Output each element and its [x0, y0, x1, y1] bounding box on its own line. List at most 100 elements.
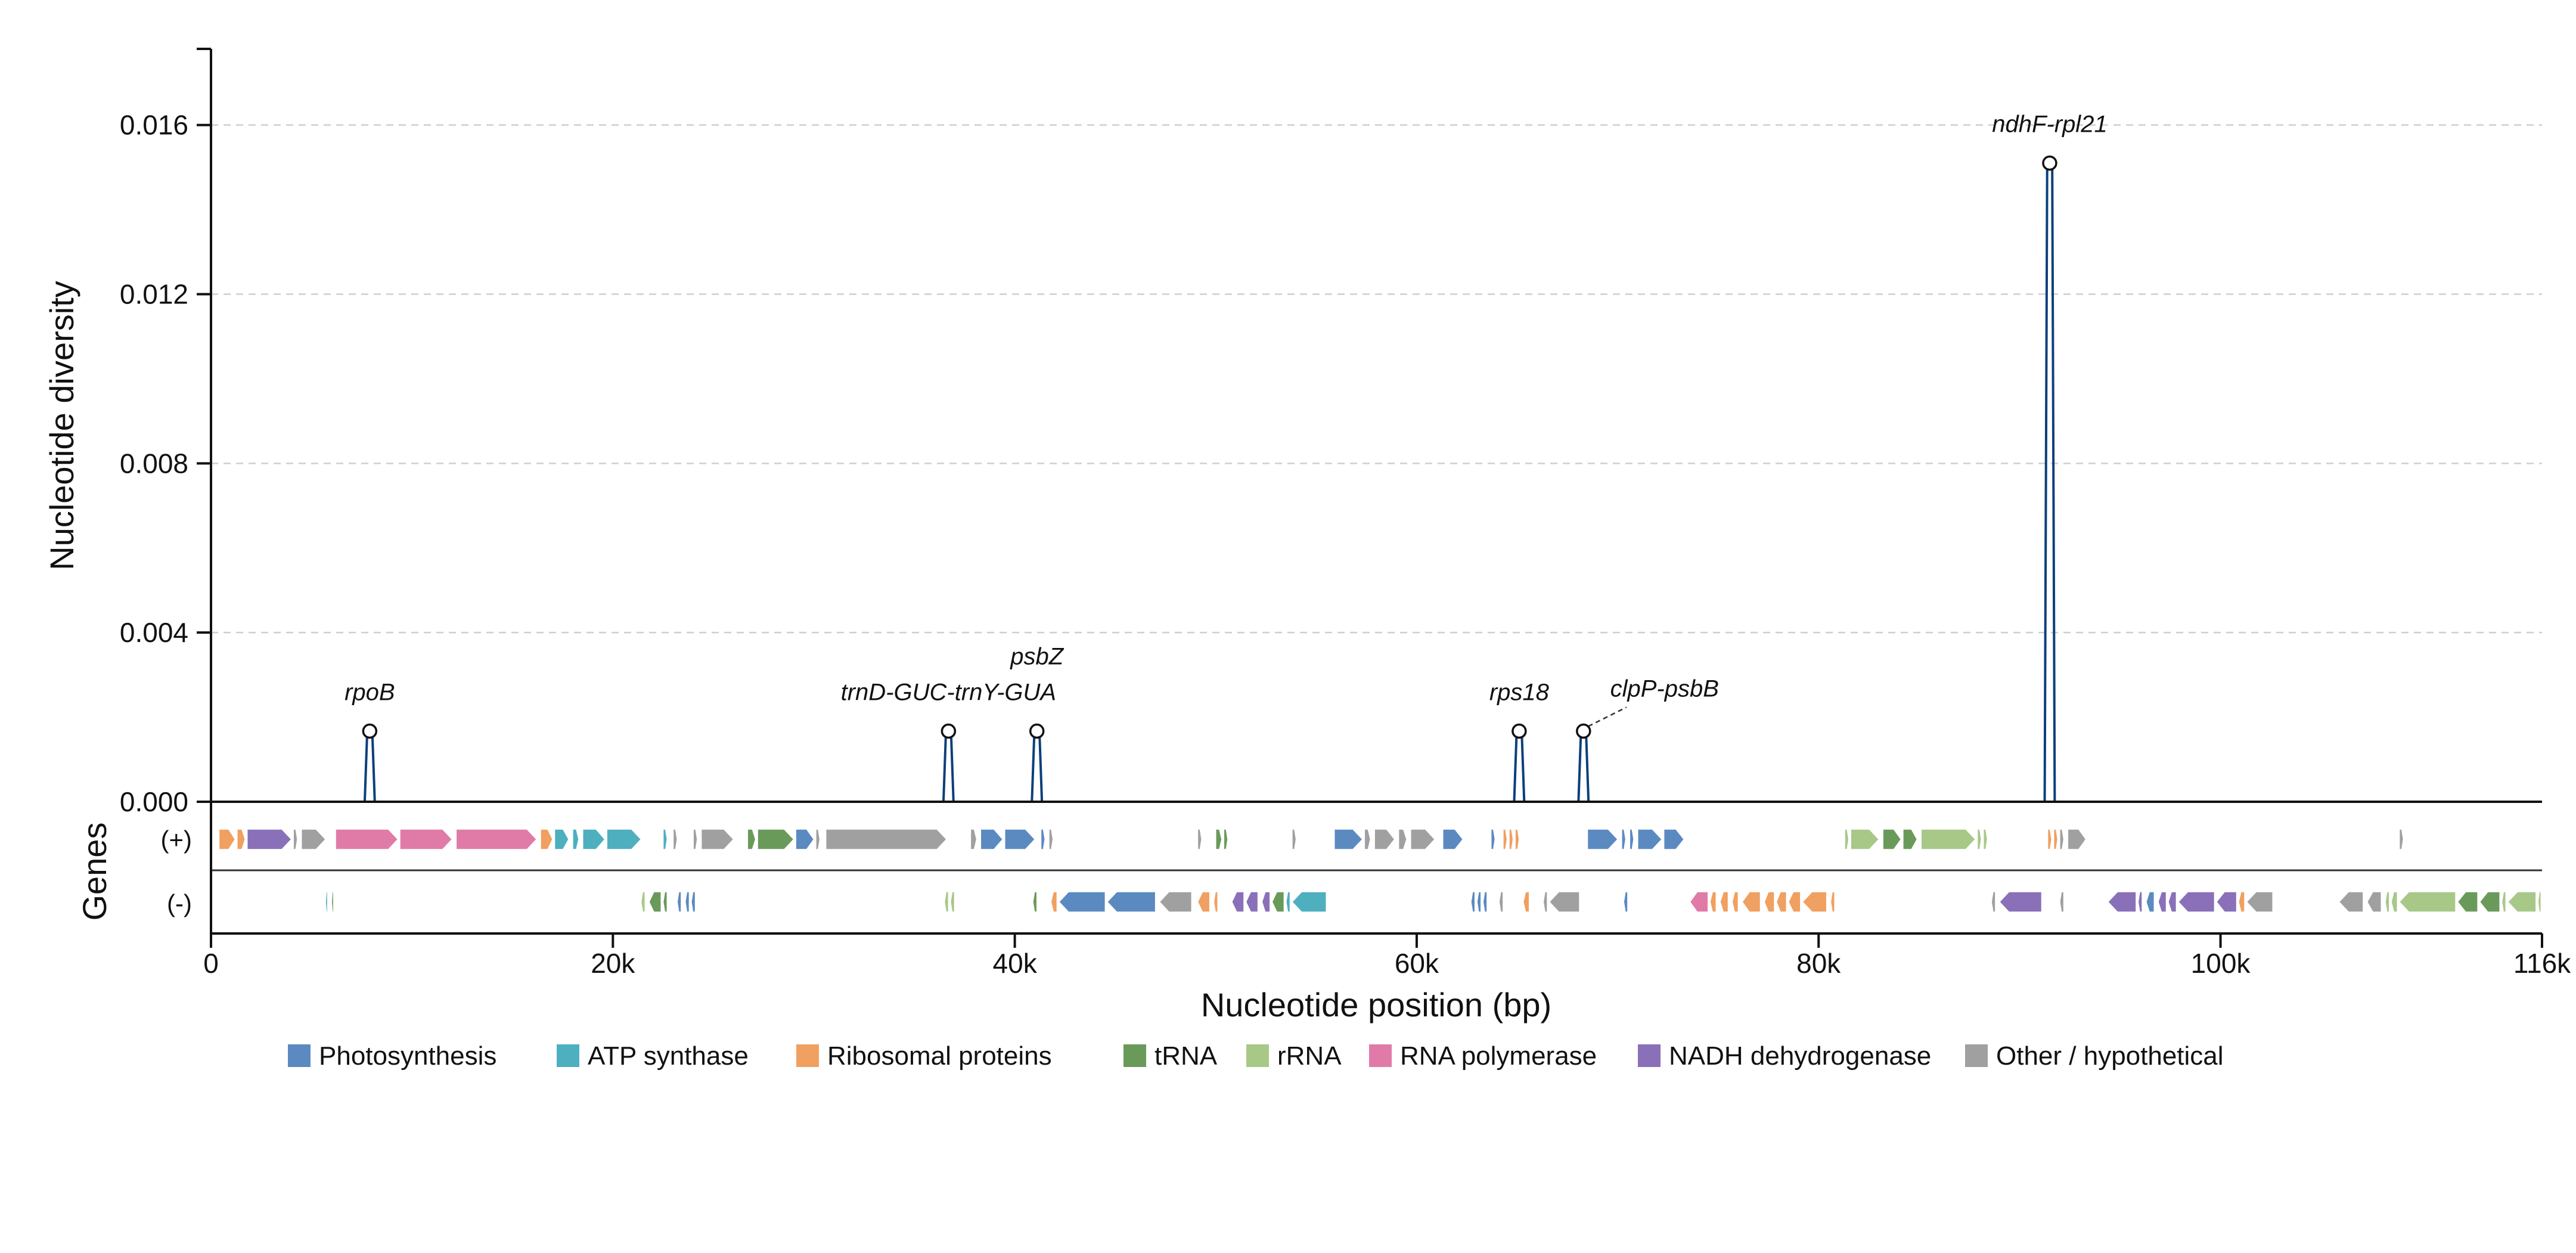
- gene-block: [1106, 891, 1156, 913]
- gene-block: [1543, 891, 1548, 913]
- gene-block: [606, 829, 642, 850]
- gene-block: [1476, 891, 1482, 913]
- gene-block: [1920, 829, 1976, 850]
- gene-block: [1364, 829, 1371, 850]
- gene-block: [1261, 891, 1271, 913]
- gene-block: [1197, 891, 1211, 913]
- gene-block: [2059, 891, 2065, 913]
- gene-block: [747, 829, 756, 850]
- peak-label: psbZ: [1010, 644, 1064, 670]
- peak-label: rps18: [1489, 680, 1550, 706]
- gene-block: [1629, 829, 1634, 850]
- gene-block: [1976, 829, 1982, 850]
- gene-block: [1197, 829, 1202, 850]
- gene-block: [1637, 829, 1663, 850]
- gene-block: [1764, 891, 1775, 913]
- legend-label: Ribosomal proteins: [827, 1041, 1052, 1071]
- legend-swatch: [1123, 1044, 1146, 1067]
- gene-block: [2137, 891, 2143, 913]
- diversity-plot: rpoB trnD-GUC-trnY-GUA psbZ rps18 clpP-psbB n…: [211, 111, 2542, 803]
- gene-block: [1245, 891, 1259, 913]
- gene-block: [1442, 829, 1464, 850]
- gene-block: [1787, 891, 1801, 913]
- gene-block: [554, 829, 569, 850]
- gene-block: [1490, 829, 1496, 850]
- gene-block: [2501, 891, 2507, 913]
- gene-block: [237, 829, 246, 850]
- gene-block: [218, 829, 236, 850]
- gene-block: [331, 891, 334, 913]
- gene-block: [1776, 891, 1787, 913]
- gene-block: [2177, 891, 2215, 913]
- gene-block: [815, 829, 821, 850]
- gene-block: [2366, 891, 2382, 913]
- gene-block: [399, 829, 453, 850]
- peak-marker: [1576, 723, 1591, 739]
- peak-marker: [2042, 155, 2057, 171]
- gene-block: [1223, 829, 1228, 850]
- gene-block: [691, 891, 696, 913]
- legend-label: Other / hypothetical: [1996, 1041, 2224, 1071]
- gene-block: [300, 829, 327, 850]
- genes-track-title: Genes: [76, 823, 113, 921]
- gene-block: [2158, 891, 2167, 913]
- peak-label: ndhF-rpl21: [1992, 111, 2107, 138]
- gene-block: [1587, 829, 1619, 850]
- gene-block: [662, 829, 668, 850]
- legend-label: NADH dehydrogenase: [1669, 1041, 1931, 1071]
- gene-block: [684, 891, 690, 913]
- gene-block: [2246, 891, 2273, 913]
- x-tick-label: 116k: [2513, 948, 2571, 979]
- gene-block: [293, 829, 298, 850]
- gene-block: [1291, 891, 1327, 913]
- gene-block: [2338, 891, 2364, 913]
- legend-swatch: [796, 1044, 819, 1067]
- gridlines: [211, 124, 2542, 634]
- gene-block: [1410, 829, 1436, 850]
- legend-label: ATP synthase: [588, 1041, 749, 1071]
- gene-block: [1742, 891, 1761, 913]
- gene-block: [2398, 891, 2456, 913]
- gene-block: [1991, 891, 1996, 913]
- gene-block: [1998, 891, 2043, 913]
- gene-block: [662, 891, 668, 913]
- gene-block: [1982, 829, 1988, 850]
- y-tick-label: 0.004: [120, 617, 188, 648]
- gene-block: [335, 829, 399, 850]
- gene-block: [1215, 829, 1222, 850]
- gene-block: [1509, 829, 1514, 850]
- gene-block: [2047, 829, 2053, 850]
- x-tick-label: 60k: [1395, 948, 1439, 979]
- legend-label: RNA polymerase: [1400, 1041, 1597, 1071]
- axis-ticks: 0.000 0.004 0.008 0.012 0.016 0 20k 40k 60k 80k 10…: [120, 110, 2571, 979]
- gene-block: [2537, 891, 2542, 913]
- gene-block: [572, 829, 579, 850]
- gene-block: [2168, 891, 2177, 913]
- gene-block: [1271, 891, 1285, 913]
- peak-marker: [362, 723, 378, 739]
- peak-label: rpoB: [344, 680, 395, 706]
- gene-block: [2053, 829, 2059, 850]
- x-tick-label: 0: [203, 948, 219, 979]
- gene-block: [582, 829, 606, 850]
- gene-block: [1709, 891, 1717, 913]
- y-axis-title: Nucleotide diversity: [43, 281, 80, 570]
- gene-block: [2507, 891, 2537, 913]
- x-tick-label: 20k: [591, 948, 635, 979]
- gene-block: [2215, 891, 2237, 913]
- gene-block: [455, 829, 538, 850]
- gene-block: [2391, 891, 2398, 913]
- peak-marker: [1029, 723, 1045, 739]
- x-tick-label: 80k: [1796, 948, 1841, 979]
- gene-block: [1844, 829, 1849, 850]
- gene-block: [757, 829, 794, 850]
- gene-block: [1621, 829, 1627, 850]
- gene-block: [1213, 891, 1218, 913]
- gene-block: [970, 829, 977, 850]
- plus-strand-label: (+): [161, 826, 193, 854]
- legend-label: rRNA: [1277, 1041, 1342, 1071]
- legend-swatch: [1638, 1044, 1661, 1067]
- peak-marker: [1512, 723, 1527, 739]
- peak-leader-line: [1588, 706, 1627, 727]
- gene-block: [1882, 829, 1902, 850]
